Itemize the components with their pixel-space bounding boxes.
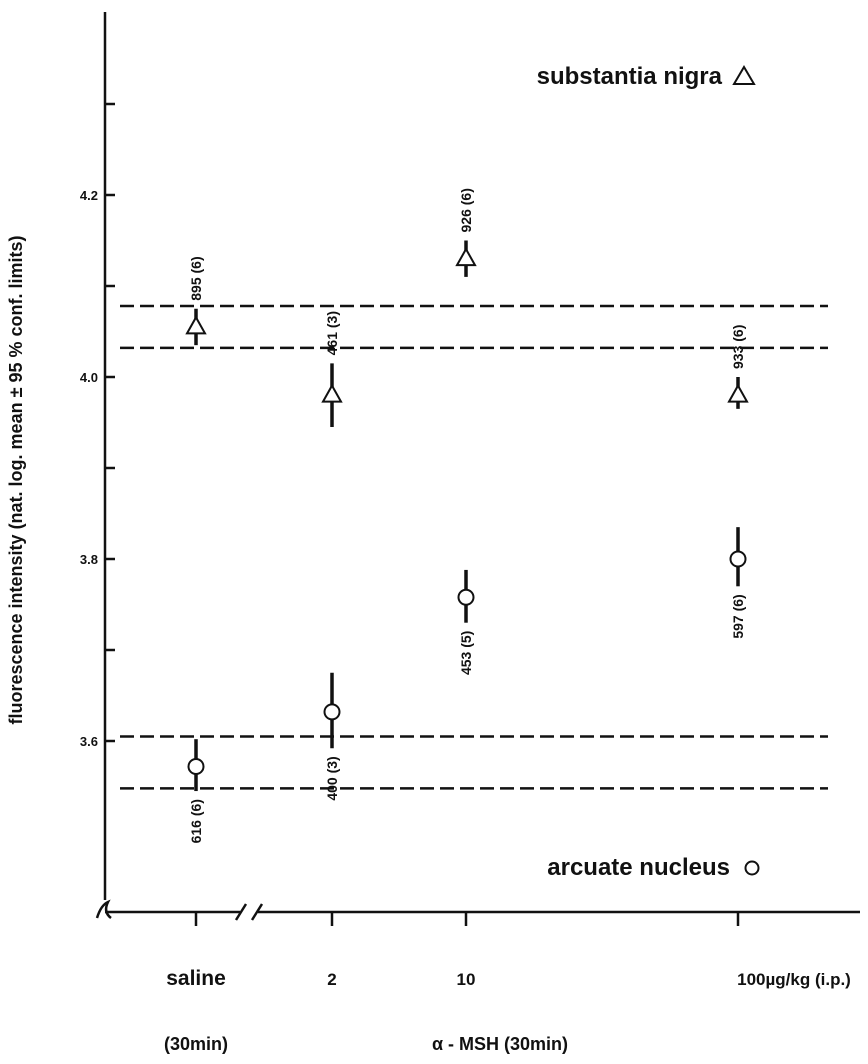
x-tick-label: 2 [327,970,336,989]
reference-lines [120,304,828,790]
x-tick-label: 10 [457,970,476,989]
circle-marker [457,588,475,606]
x-tick-label: saline [166,967,226,990]
triangle-marker [185,315,207,335]
n-label: 616 (6) [188,799,204,843]
x-tick-label: 100µg/kg (i.p.) [737,970,851,989]
n-label: 453 (5) [458,631,474,675]
legend-circle-marker [744,860,760,876]
circle-marker [187,757,205,775]
x-axis-break-left [234,903,248,921]
legend-triangle-marker [732,65,756,85]
legend-label: substantia nigra [537,63,723,90]
n-label: 597 (6) [730,594,746,638]
circle-marker [323,703,341,721]
n-label: 461 (3) [324,311,340,355]
x-axis-break-right [250,903,264,921]
n-label: 926 (6) [458,188,474,232]
y-tick-label: 3.8 [80,552,98,567]
y-axis-label: fluorescence intensity (nat. log. mean ±… [6,236,26,725]
x-axis-label: α - MSH (30min) [432,1034,568,1054]
circle-marker [729,550,747,568]
y-tick-label: 4.2 [80,188,98,203]
axes: 3.6 3.8 4.0 4.2 fluorescence intensity (nat.… [6,12,860,1054]
n-label: 400 (3) [324,756,340,800]
n-label: 895 (6) [188,256,204,300]
triangle-marker [455,247,477,267]
y-tick-label: 4.0 [80,370,98,385]
legend-label: arcuate nucleus [547,854,730,881]
triangle-marker [727,383,749,403]
y-axis-break-mark [95,899,112,919]
y-tick-label: 3.6 [80,734,98,749]
triangle-marker [321,383,343,403]
x-tick-sublabel: (30min) [164,1034,228,1054]
labels: 895 (6) 461 (3) 926 (6) 933 (6) 616 (6) 400 (… [188,63,760,881]
n-label: 933 (6) [730,325,746,369]
data-points [185,240,749,792]
